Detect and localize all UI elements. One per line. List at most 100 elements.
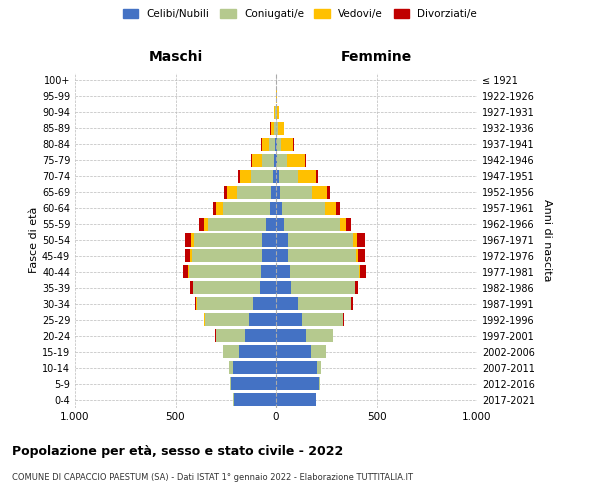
Bar	[271, 122, 274, 135]
Bar	[290, 266, 359, 278]
Bar	[357, 234, 365, 246]
Bar	[233, 361, 276, 374]
Legend: Celibi/Nubili, Coniugati/e, Vedovi/e, Divorziati/e: Celibi/Nubili, Coniugati/e, Vedovi/e, Di…	[119, 5, 481, 24]
Bar	[204, 218, 208, 230]
Bar	[234, 393, 276, 406]
Bar	[266, 218, 276, 230]
Y-axis label: Fasce di età: Fasce di età	[29, 207, 39, 273]
Bar	[208, 218, 266, 230]
Bar	[262, 250, 276, 262]
Bar	[185, 234, 191, 246]
Bar	[183, 266, 188, 278]
Bar	[276, 250, 289, 262]
Bar	[253, 298, 276, 310]
Text: Maschi: Maschi	[148, 50, 203, 64]
Bar	[276, 393, 316, 406]
Bar	[346, 218, 352, 230]
Bar	[274, 122, 275, 135]
Bar	[279, 170, 298, 182]
Bar	[276, 90, 277, 103]
Bar	[245, 329, 276, 342]
Bar	[276, 186, 280, 198]
Bar	[356, 250, 358, 262]
Bar	[276, 345, 311, 358]
Bar	[193, 282, 260, 294]
Bar	[276, 298, 298, 310]
Bar	[276, 234, 288, 246]
Bar	[280, 186, 311, 198]
Bar	[230, 377, 231, 390]
Bar	[194, 298, 196, 310]
Bar	[277, 106, 278, 119]
Bar	[311, 345, 326, 358]
Bar	[298, 298, 351, 310]
Bar	[327, 186, 330, 198]
Bar	[262, 234, 276, 246]
Bar	[190, 282, 193, 294]
Y-axis label: Anni di nascita: Anni di nascita	[542, 198, 551, 281]
Bar	[275, 106, 276, 119]
Bar	[262, 154, 274, 167]
Bar	[359, 266, 361, 278]
Bar	[223, 202, 269, 214]
Bar	[197, 298, 253, 310]
Bar	[352, 298, 353, 310]
Bar	[249, 313, 276, 326]
Bar	[289, 250, 356, 262]
Bar	[336, 202, 340, 214]
Bar	[325, 202, 336, 214]
Bar	[281, 138, 293, 151]
Bar	[190, 250, 191, 262]
Bar	[276, 170, 279, 182]
Bar	[269, 202, 276, 214]
Bar	[274, 154, 276, 167]
Bar	[203, 313, 205, 326]
Bar	[275, 138, 276, 151]
Bar	[217, 202, 223, 214]
Bar	[262, 138, 269, 151]
Bar	[361, 266, 366, 278]
Bar	[223, 345, 239, 358]
Bar	[194, 234, 262, 246]
Bar	[199, 218, 204, 230]
Bar	[251, 170, 273, 182]
Bar	[274, 106, 275, 119]
Bar	[276, 202, 281, 214]
Bar	[340, 218, 346, 230]
Bar	[238, 170, 239, 182]
Bar	[261, 266, 276, 278]
Bar	[316, 170, 319, 182]
Bar	[216, 329, 245, 342]
Bar	[239, 345, 276, 358]
Bar	[188, 266, 261, 278]
Bar	[273, 170, 276, 182]
Bar	[291, 282, 355, 294]
Bar	[276, 361, 317, 374]
Bar	[306, 329, 333, 342]
Bar	[305, 154, 306, 167]
Bar	[276, 266, 290, 278]
Bar	[353, 234, 357, 246]
Bar	[358, 250, 365, 262]
Bar	[269, 138, 275, 151]
Bar	[355, 282, 358, 294]
Bar	[288, 234, 353, 246]
Bar	[239, 170, 251, 182]
Bar	[298, 170, 316, 182]
Bar	[276, 138, 277, 151]
Bar	[302, 313, 343, 326]
Bar	[343, 313, 344, 326]
Bar	[212, 202, 217, 214]
Bar	[319, 377, 320, 390]
Bar	[191, 234, 194, 246]
Bar	[191, 250, 262, 262]
Bar	[276, 377, 319, 390]
Bar	[276, 218, 284, 230]
Bar	[317, 361, 321, 374]
Bar	[284, 218, 340, 230]
Bar	[277, 122, 278, 135]
Bar	[311, 186, 327, 198]
Text: Femmine: Femmine	[341, 50, 412, 64]
Bar	[271, 186, 276, 198]
Text: Popolazione per età, sesso e stato civile - 2022: Popolazione per età, sesso e stato civil…	[12, 445, 343, 458]
